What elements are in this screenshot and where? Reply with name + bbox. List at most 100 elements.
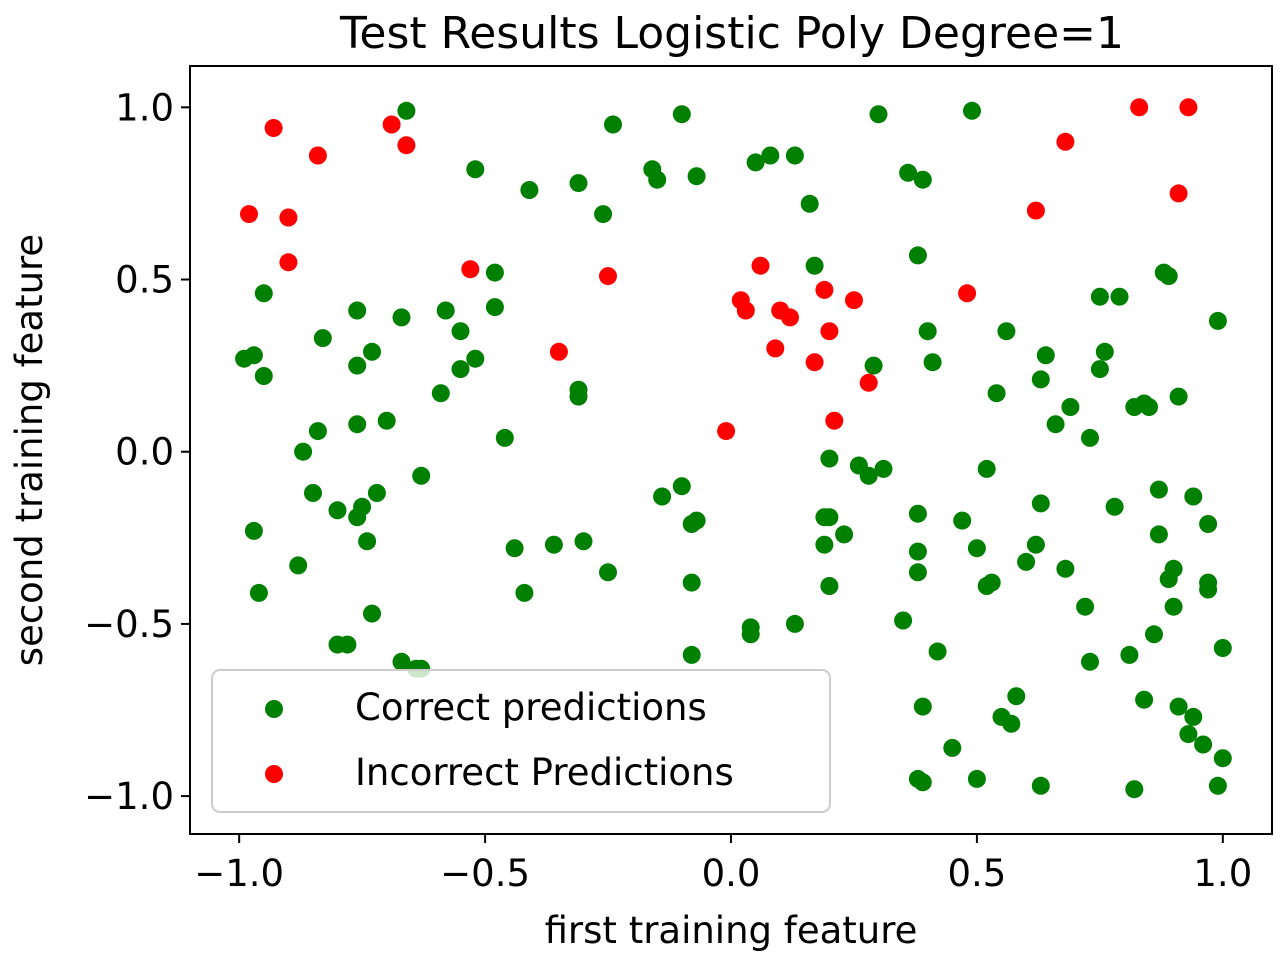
correct-point-59: [348, 415, 367, 434]
incorrect-point-5: [382, 115, 401, 134]
correct-point-132: [1145, 625, 1163, 644]
incorrect-point-13: [751, 256, 770, 275]
correct-point-138: [1169, 697, 1188, 716]
incorrect-point-7: [461, 260, 480, 279]
correct-point-48: [363, 342, 381, 361]
correct-point-97: [835, 525, 854, 544]
incorrect-point-21: [845, 291, 863, 310]
correct-point-130: [1125, 780, 1144, 799]
correct-point-28: [1046, 415, 1065, 434]
correct-point-70: [358, 532, 377, 551]
x-tick-label-0: −1.0: [194, 852, 284, 895]
correct-point-69: [367, 484, 386, 502]
y-axis-label: second training feature: [8, 234, 51, 666]
correct-point-24: [987, 384, 1006, 403]
correct-point-44: [254, 367, 273, 385]
incorrect-point-23: [958, 284, 977, 303]
correct-point-114: [967, 539, 986, 558]
correct-point-105: [908, 563, 927, 582]
correct-point-51: [451, 322, 470, 341]
correct-point-127: [1081, 652, 1099, 671]
legend-label-incorrect: Incorrect Predictions: [355, 751, 734, 794]
correct-point-131: [1135, 690, 1154, 709]
correct-point-77: [392, 652, 411, 671]
correct-point-35: [1159, 267, 1178, 286]
y-tick-label-4: 1.0: [115, 86, 174, 129]
correct-point-133: [1149, 525, 1168, 544]
legend-marker-incorrect: [265, 765, 283, 783]
correct-point-40: [1169, 387, 1188, 406]
correct-point-101: [859, 466, 878, 485]
correct-point-84: [599, 563, 617, 582]
correct-point-66: [328, 501, 347, 520]
correct-point-5: [594, 205, 613, 224]
correct-point-113: [953, 511, 972, 530]
incorrect-point-1: [264, 119, 283, 137]
correct-point-14: [869, 105, 888, 124]
correct-point-4: [604, 115, 622, 134]
x-tick-label-1: −0.5: [440, 852, 530, 895]
correct-point-39: [1140, 398, 1158, 416]
correct-point-62: [294, 442, 313, 461]
incorrect-point-0: [240, 205, 258, 224]
correct-point-30: [1090, 287, 1109, 306]
incorrect-point-26: [1130, 98, 1149, 117]
correct-point-65: [304, 484, 322, 502]
incorrect-point-10: [717, 422, 736, 441]
y-tick-label-0: −1.0: [84, 775, 174, 818]
correct-point-56: [431, 384, 450, 403]
correct-point-115: [977, 459, 996, 478]
correct-point-90: [682, 645, 701, 664]
correct-point-123: [1031, 494, 1050, 513]
correct-point-19: [908, 246, 927, 265]
correct-point-53: [485, 298, 504, 317]
x-axis-ticks: −1.0 −0.5 0.0 0.5 1.0: [194, 834, 1252, 895]
correct-point-11: [761, 146, 780, 165]
y-axis-ticks: −1.0 −0.5 0.0 0.5 1.0: [84, 86, 190, 818]
correct-point-46: [348, 301, 367, 320]
chart-title: Test Results Logistic Poly Degree=1: [339, 8, 1124, 59]
incorrect-point-17: [805, 353, 824, 372]
correct-point-125: [1031, 776, 1050, 795]
incorrect-point-19: [820, 322, 839, 341]
correct-point-47: [348, 356, 367, 375]
incorrect-point-12: [736, 301, 755, 320]
correct-point-104: [908, 542, 927, 561]
incorrect-point-18: [815, 280, 834, 299]
correct-point-73: [289, 556, 308, 575]
incorrect-point-16: [781, 308, 799, 327]
correct-point-103: [908, 504, 927, 523]
correct-point-145: [1199, 580, 1218, 599]
correct-point-120: [1007, 687, 1026, 706]
correct-point-107: [928, 642, 947, 661]
correct-point-36: [1208, 311, 1227, 330]
correct-point-137: [1164, 597, 1183, 616]
incorrect-point-9: [599, 267, 617, 286]
correct-point-74: [363, 604, 381, 623]
correct-point-16: [913, 170, 932, 189]
incorrect-point-20: [825, 411, 844, 430]
correct-point-10: [746, 153, 765, 172]
correct-point-72: [249, 583, 268, 602]
incorrect-point-27: [1169, 184, 1188, 203]
x-axis-label: first training feature: [545, 909, 918, 952]
correct-point-136: [1164, 559, 1183, 578]
correct-point-99: [820, 449, 839, 468]
correct-point-106: [894, 611, 913, 630]
x-tick-label-2: 0.0: [702, 852, 761, 895]
correct-point-139: [1179, 725, 1198, 744]
incorrect-point-8: [549, 342, 568, 361]
legend: Correct predictions Incorrect Prediction…: [211, 669, 831, 813]
correct-point-60: [377, 411, 396, 430]
incorrect-point-6: [397, 136, 416, 155]
correct-point-148: [1213, 749, 1232, 768]
correct-point-92: [741, 625, 760, 644]
x-tick-label-4: 1.0: [1193, 852, 1252, 895]
correct-point-122: [1026, 535, 1045, 554]
correct-point-20: [918, 322, 937, 341]
correct-point-45: [313, 329, 332, 348]
correct-point-9: [687, 167, 706, 186]
correct-point-42: [244, 346, 263, 365]
correct-point-8: [672, 105, 691, 124]
